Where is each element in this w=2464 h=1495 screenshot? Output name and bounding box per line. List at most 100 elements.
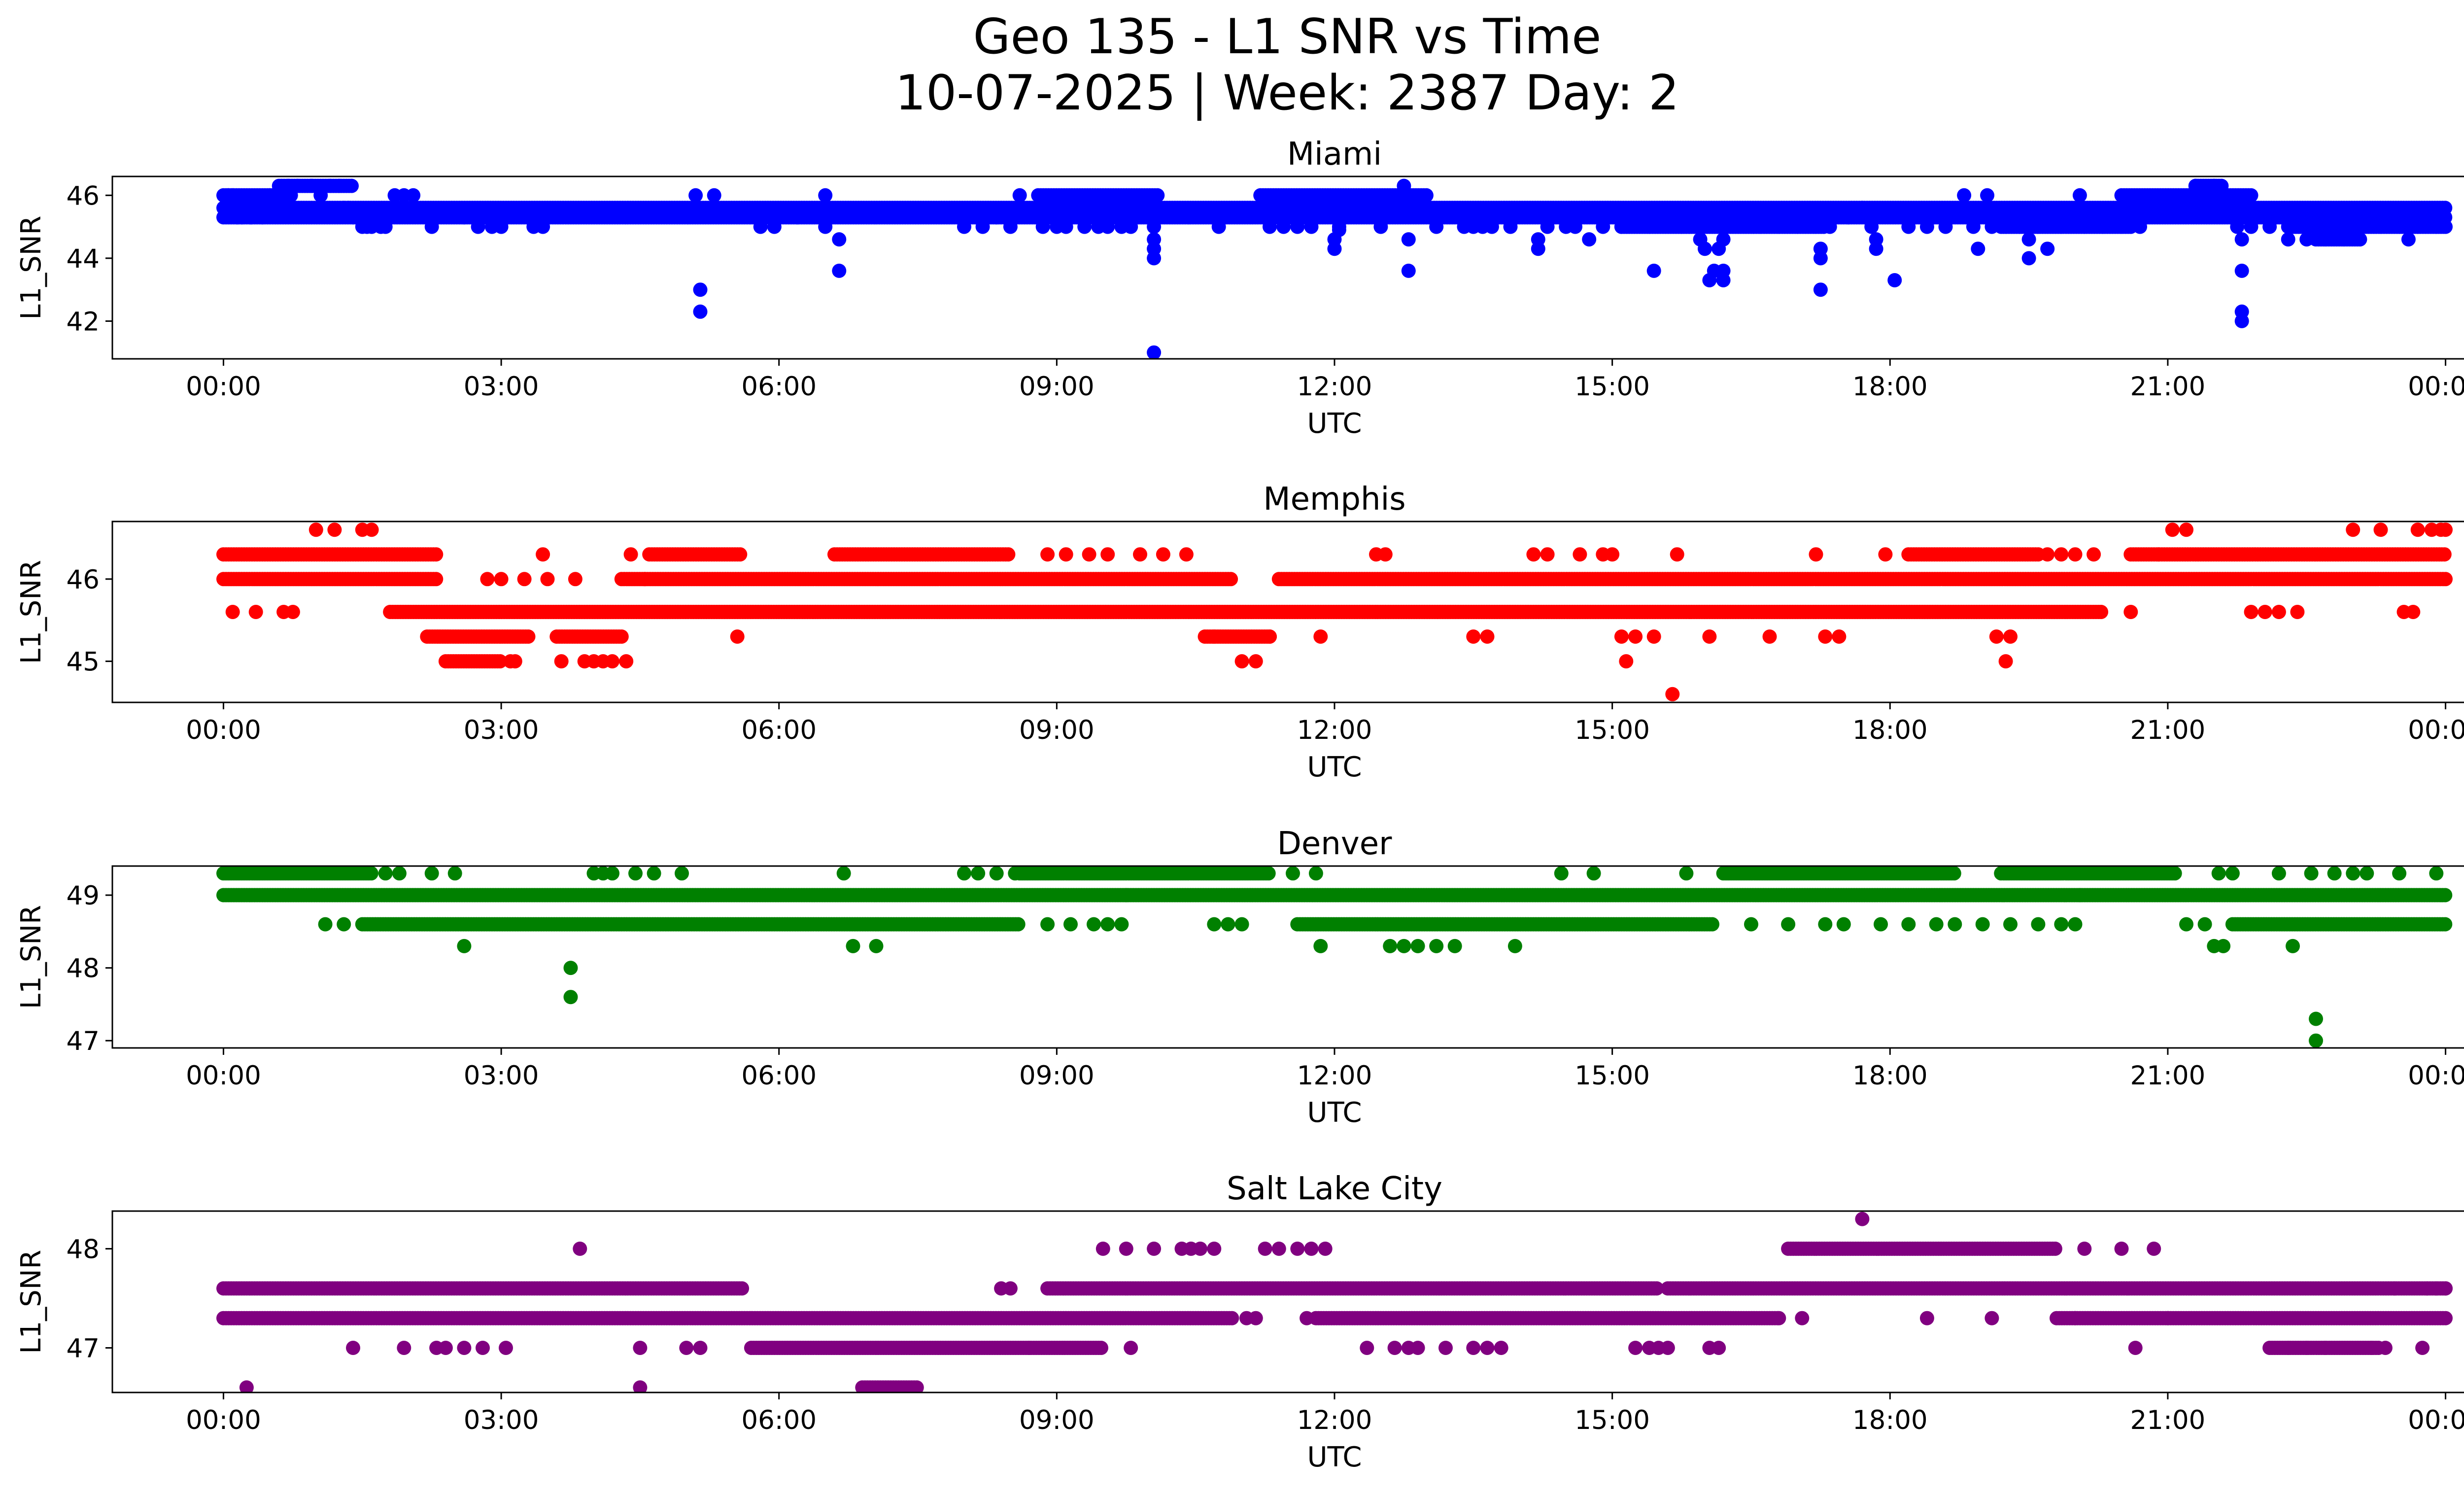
x-tick-label: 12:00 — [1297, 372, 1372, 402]
data-points — [216, 178, 2453, 359]
y-axis-label: L1_SNR — [15, 215, 47, 319]
x-tick-label: 00:00 — [2408, 715, 2464, 745]
data-point — [1813, 251, 1828, 266]
data-point — [2281, 232, 2295, 247]
data-point — [2114, 219, 2129, 234]
data-point — [1540, 547, 1555, 562]
data-point — [1675, 219, 1689, 234]
y-tick-label: 44 — [67, 244, 100, 274]
data-point — [2133, 219, 2147, 234]
data-point — [2244, 605, 2259, 619]
data-point — [2216, 188, 2231, 203]
data-point — [2151, 547, 2166, 562]
data-point — [1059, 219, 1073, 234]
x-tick-label: 18:00 — [1852, 715, 1928, 745]
data-point — [1128, 210, 1143, 225]
data-point — [1147, 219, 1162, 234]
data-point — [1642, 219, 1657, 234]
data-point — [1887, 273, 1902, 287]
data-point — [2003, 629, 2018, 644]
x-tick-label: 00:00 — [2408, 372, 2464, 402]
data-point — [2299, 232, 2314, 247]
data-point — [2336, 232, 2351, 247]
data-point — [1234, 654, 1249, 669]
data-point — [1082, 547, 1096, 562]
data-point — [1869, 242, 1883, 256]
point-band — [216, 547, 444, 562]
data-point — [730, 629, 745, 644]
data-point — [1248, 654, 1263, 669]
data-point — [832, 232, 847, 247]
data-points — [216, 866, 2453, 1048]
data-point — [1573, 547, 1587, 562]
data-point — [2438, 572, 2453, 587]
subplot-title: Denver — [1277, 826, 1392, 862]
data-point — [2258, 605, 2272, 619]
point-band — [420, 629, 536, 644]
data-point — [2318, 232, 2332, 247]
data-point — [2087, 547, 2101, 562]
data-point — [304, 178, 319, 193]
data-point — [2021, 232, 2036, 247]
data-point — [540, 572, 555, 587]
data-point — [1723, 210, 1738, 225]
data-point — [1614, 629, 1629, 644]
data-point — [1526, 547, 1541, 562]
data-point — [818, 188, 833, 203]
data-point — [623, 547, 638, 562]
data-point — [2188, 178, 2203, 193]
data-point — [494, 572, 509, 587]
data-point — [818, 219, 833, 234]
data-point — [1568, 219, 1582, 234]
data-point — [1156, 547, 1170, 562]
data-point — [790, 210, 805, 225]
data-point — [2012, 219, 2027, 234]
data-point — [267, 188, 282, 203]
data-point — [1059, 547, 1073, 562]
data-point — [1665, 687, 1680, 701]
data-point — [688, 188, 703, 203]
data-point — [1813, 282, 1828, 297]
data-point — [568, 572, 582, 587]
data-point — [2392, 219, 2407, 234]
data-point — [1809, 547, 1823, 562]
data-point — [1429, 219, 1444, 234]
point-band — [2114, 188, 2259, 203]
data-point — [1582, 232, 1597, 247]
data-point — [1985, 219, 1999, 234]
data-point — [424, 219, 439, 234]
data-point — [1980, 188, 1994, 203]
data-point — [1855, 201, 1870, 215]
data-point — [2165, 522, 2180, 537]
data-point — [767, 219, 782, 234]
data-point — [2244, 188, 2259, 203]
y-tick-label: 45 — [67, 647, 100, 677]
x-tick-label: 00:00 — [186, 372, 261, 402]
x-tick-label: 03:00 — [464, 715, 539, 745]
point-band — [1253, 188, 1434, 203]
x-axis-label: UTC — [1307, 751, 1362, 783]
point-band — [827, 547, 1016, 562]
data-point — [1619, 654, 1634, 669]
data-point — [332, 178, 346, 193]
x-tick-label: 21:00 — [2130, 715, 2206, 745]
x-tick-label: 03:00 — [464, 372, 539, 402]
data-point — [2123, 605, 2138, 619]
x-tick-label: 06:00 — [741, 715, 817, 745]
data-point — [2040, 547, 2055, 562]
x-tick-label: 12:00 — [1297, 715, 1372, 745]
data-point — [1628, 629, 1643, 644]
point-band — [1271, 572, 2453, 587]
data-point — [2355, 219, 2369, 234]
data-point — [1313, 629, 1328, 644]
data-point — [1762, 629, 1777, 644]
data-point — [2040, 242, 2055, 256]
x-tick-label: 09:00 — [1019, 715, 1095, 745]
data-point — [957, 219, 971, 234]
data-point — [521, 629, 536, 644]
data-point — [517, 572, 532, 587]
data-point — [378, 219, 393, 234]
data-point — [605, 654, 619, 669]
data-point — [1919, 219, 1934, 234]
data-point — [344, 178, 359, 193]
